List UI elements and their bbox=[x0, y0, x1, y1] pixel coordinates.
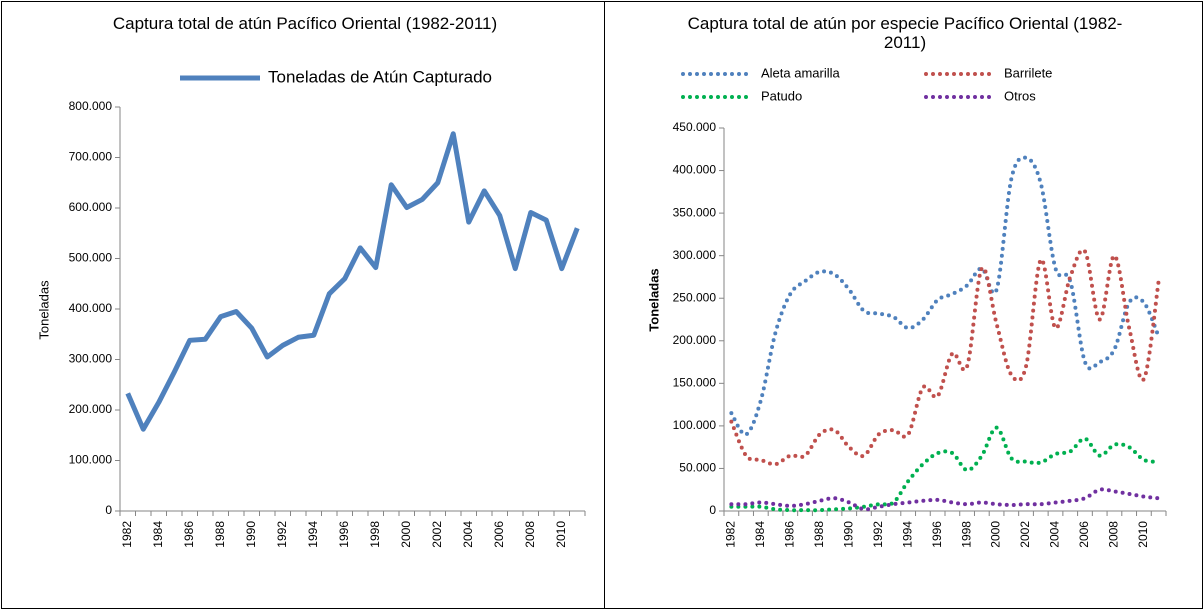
y-tick-label: 300.000 bbox=[69, 352, 113, 366]
x-tick-label: 1988 bbox=[812, 521, 826, 548]
y-tick-label: 100.000 bbox=[673, 418, 717, 432]
x-tick-label: 1994 bbox=[900, 521, 914, 548]
legend-label: Otros bbox=[1004, 88, 1036, 103]
series-line bbox=[729, 425, 1161, 513]
x-tick-label: 1996 bbox=[337, 521, 351, 548]
x-tick-label: 1988 bbox=[213, 521, 227, 548]
legend-label: Aleta amarilla bbox=[761, 65, 841, 80]
y-tick-label: 800.000 bbox=[69, 99, 113, 113]
y-tick-label: 350.000 bbox=[673, 205, 717, 219]
x-tick-label: 1990 bbox=[841, 521, 855, 548]
x-tick-label: 2010 bbox=[1136, 521, 1150, 548]
y-tick-label: 50.000 bbox=[679, 461, 716, 475]
y-tick-label: 400.000 bbox=[69, 301, 113, 315]
y-tick-label: 200.000 bbox=[69, 402, 113, 416]
y-axis-title: Toneladas bbox=[36, 280, 51, 340]
y-axis-title: Toneladas bbox=[646, 268, 661, 331]
y-tick-label: 300.000 bbox=[673, 248, 717, 262]
x-tick-label: 2006 bbox=[1077, 521, 1091, 548]
x-tick-label: 2008 bbox=[523, 521, 537, 548]
x-tick-label: 1990 bbox=[244, 521, 258, 548]
y-tick-label: 250.000 bbox=[673, 290, 717, 304]
x-tick-label: 2000 bbox=[989, 521, 1003, 548]
x-tick-label: 2006 bbox=[492, 521, 506, 548]
x-tick-label: 1986 bbox=[782, 521, 796, 548]
series-line bbox=[125, 131, 580, 432]
y-tick-label: 200.000 bbox=[673, 333, 717, 347]
x-tick-label: 2000 bbox=[399, 521, 413, 548]
y-tick-label: 450.000 bbox=[673, 120, 717, 134]
x-tick-label: 2002 bbox=[1018, 521, 1032, 548]
legend-label: Toneladas de Atún Capturado bbox=[268, 67, 492, 86]
y-tick-label: 150.000 bbox=[673, 376, 717, 390]
y-tick-label: 500.000 bbox=[69, 251, 113, 265]
x-tick-label: 1994 bbox=[306, 521, 320, 548]
series-line bbox=[729, 155, 1161, 437]
y-tick-label: 700.000 bbox=[69, 150, 113, 164]
legend-label: Barrilete bbox=[1004, 65, 1052, 80]
x-tick-label: 1982 bbox=[120, 521, 134, 548]
x-tick-label: 2008 bbox=[1107, 521, 1121, 548]
x-tick-label: 2004 bbox=[1048, 521, 1062, 548]
y-tick-label: 100.000 bbox=[69, 453, 113, 467]
chart-title: Captura total de atún por especie Pacífi… bbox=[687, 14, 1123, 52]
x-tick-label: 2010 bbox=[554, 521, 568, 548]
x-tick-label: 1992 bbox=[871, 521, 885, 548]
x-tick-label: 1982 bbox=[724, 521, 738, 548]
chart-title: Captura total de atún Pacífico Oriental … bbox=[112, 14, 498, 33]
legend-label: Patudo bbox=[761, 88, 802, 103]
x-tick-label: 1998 bbox=[368, 521, 382, 548]
y-tick-label: 400.000 bbox=[673, 163, 717, 177]
x-tick-label: 2002 bbox=[430, 521, 444, 548]
series-line bbox=[729, 247, 1161, 467]
x-tick-label: 1998 bbox=[959, 521, 973, 548]
y-tick-label: 0 bbox=[105, 503, 112, 517]
x-tick-label: 1986 bbox=[182, 521, 196, 548]
panel-border bbox=[604, 1, 1203, 609]
x-tick-label: 1984 bbox=[151, 521, 165, 548]
x-tick-label: 1992 bbox=[275, 521, 289, 548]
x-tick-label: 1984 bbox=[753, 521, 767, 548]
x-tick-label: 1996 bbox=[930, 521, 944, 548]
x-tick-label: 2004 bbox=[461, 521, 475, 548]
series-line bbox=[729, 487, 1161, 512]
y-tick-label: 0 bbox=[709, 503, 716, 517]
y-tick-label: 600.000 bbox=[69, 200, 113, 214]
